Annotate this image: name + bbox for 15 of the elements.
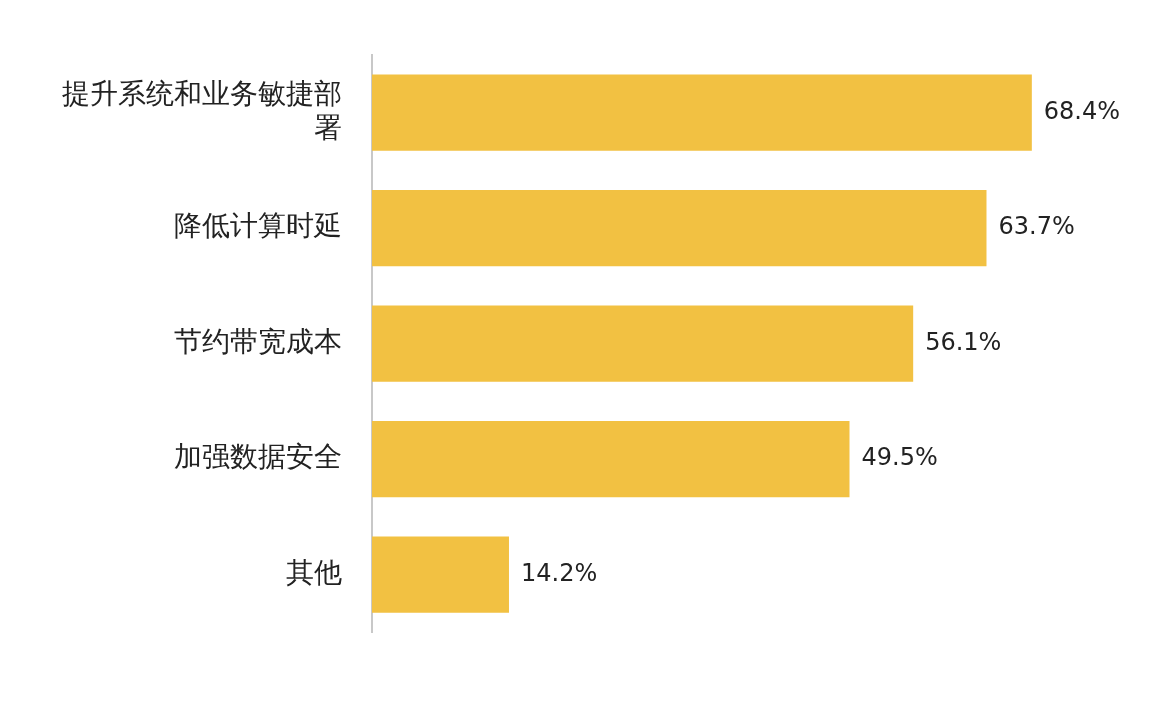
bar — [372, 305, 914, 382]
data-label: 68.4% — [1043, 96, 1121, 125]
y-tick-label: 加强数据安全 — [174, 440, 342, 474]
data-label: 56.1% — [925, 327, 1002, 356]
y-tick-label: 提升系统和业务敏捷部署 — [62, 77, 342, 144]
y-tick-label: 节约带宽成本 — [174, 324, 342, 358]
data-label: 63.7% — [998, 212, 1075, 241]
data-label: 49.5% — [861, 443, 938, 472]
bar — [372, 189, 987, 267]
bar — [372, 421, 850, 498]
data-label: 14.2% — [520, 558, 598, 587]
y-tick-label: 降低计算时延 — [174, 209, 342, 243]
y-tick-label: 其他 — [286, 555, 342, 589]
bar — [372, 536, 509, 613]
bar — [372, 74, 1032, 151]
